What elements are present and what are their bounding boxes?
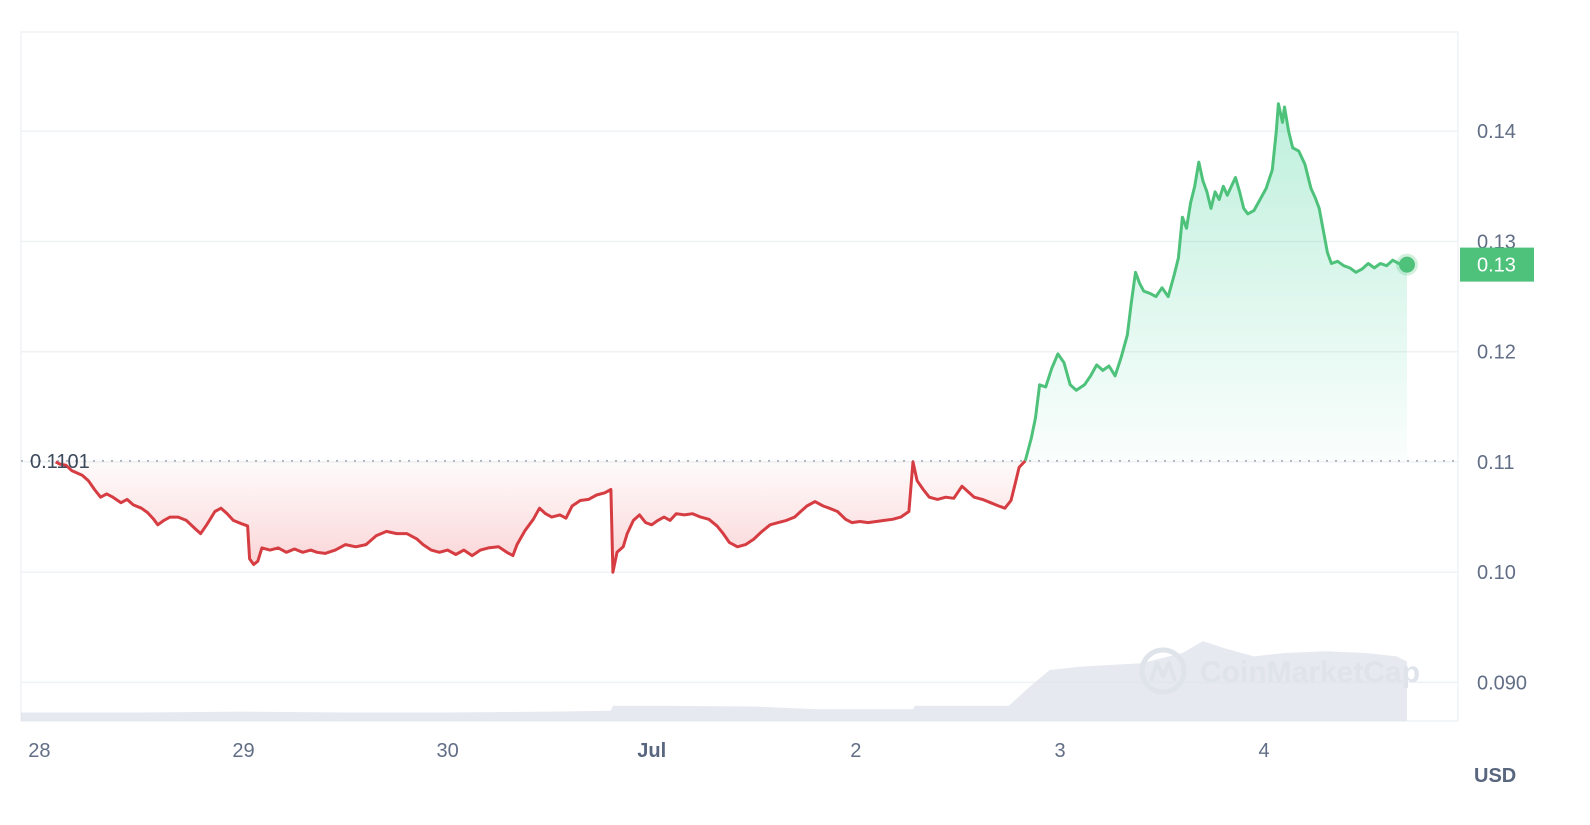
price-series bbox=[54, 102, 1408, 574]
price-line-above-reference bbox=[1023, 102, 1408, 462]
x-tick-label-3: Jul bbox=[637, 740, 666, 762]
currency-unit-label: USD bbox=[1474, 765, 1516, 787]
current-price-dot bbox=[1399, 256, 1415, 273]
current-price-label: 0.13 bbox=[1477, 255, 1516, 277]
y-tick-label-5: 0.090 bbox=[1477, 672, 1527, 694]
coinmarketcap-logo-icon bbox=[1139, 647, 1187, 695]
x-tick-label-1: 29 bbox=[232, 740, 254, 762]
x-tick-label-2: 30 bbox=[436, 740, 458, 762]
x-axis: 28 29 30 Jul 2 3 4 bbox=[28, 740, 1269, 762]
x-tick-label-0: 28 bbox=[28, 740, 50, 762]
watermark-text: CoinMarketCap bbox=[1200, 656, 1420, 689]
y-tick-label-4: 0.10 bbox=[1477, 562, 1516, 584]
y-tick-label-3: 0.11 bbox=[1477, 452, 1514, 474]
watermark: CoinMarketCap bbox=[1139, 647, 1420, 695]
y-tick-label-2: 0.12 bbox=[1477, 342, 1516, 364]
current-price-badge bbox=[1460, 247, 1534, 282]
below-reference-fill bbox=[55, 460, 1026, 573]
volume-area-shape bbox=[21, 641, 1407, 721]
y-tick-label-0: 0.14 bbox=[1477, 121, 1516, 143]
price-line-below-reference bbox=[54, 459, 1027, 574]
reference-price-label: 0.1101 bbox=[30, 451, 90, 473]
x-tick-label-4: 2 bbox=[850, 740, 861, 762]
x-tick-label-5: 3 bbox=[1054, 740, 1065, 762]
x-tick-label-6: 4 bbox=[1259, 740, 1270, 762]
volume-area bbox=[21, 641, 1407, 721]
y-axis: 0.14 0.13 0.12 0.11 0.10 0.090 bbox=[1477, 121, 1527, 694]
